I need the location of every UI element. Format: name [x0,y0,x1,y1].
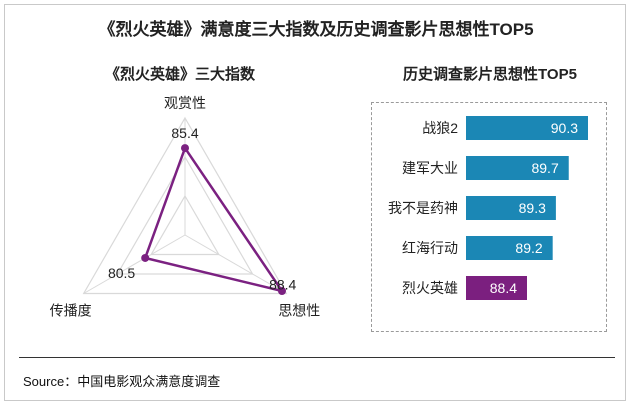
bar-category-label: 战狼2 [422,120,458,136]
source-note: Source：中国电影观众满意度调查 [23,374,221,389]
radar-chart-title: 《烈火英雄》三大指数 [104,66,255,83]
radar-point [277,286,286,295]
chart-frame: 《烈火英雄》满意度三大指数及历史调查影片思想性TOP5 《烈火英雄》三大指数 历… [4,4,626,401]
bar-category-label: 红海行动 [402,240,458,256]
radar-value-label: 85.4 [171,125,198,141]
bar [466,116,588,140]
bar-value-label: 88.4 [490,280,517,296]
main-title: 《烈火英雄》满意度三大指数及历史调查影片思想性TOP5 [98,20,534,39]
radar-axis-label: 观赏性 [164,95,206,111]
bar-value-label: 89.7 [531,160,558,176]
radar-spoke [83,234,186,294]
bar-value-label: 89.3 [519,200,546,216]
radar-grid-ring [82,116,288,295]
radar-value-label: 88.4 [269,277,296,293]
radar-spoke [184,234,287,294]
bar [466,156,569,180]
radar-value-label: 80.5 [108,265,135,281]
bar-chart: 战狼2 90.3 建军大业 89.7 我不是药神 89.3 红海行动 89.2 烈火英雄 88.4 [388,116,588,300]
bar [466,236,553,260]
bar [466,276,527,300]
bar-chart-title: 历史调查影片思想性TOP5 [403,66,577,83]
radar-axis-label: 传播度 [50,303,92,319]
bar-chart-panel: 战狼2 90.3 建军大业 89.7 我不是药神 89.3 红海行动 89.2 烈火英雄 88.4 [371,102,607,332]
radar-grid-ring [150,194,220,256]
bar-value-label: 89.2 [515,240,542,256]
footer-divider [19,357,615,358]
radar-grid-ring [116,155,254,275]
bar [466,196,556,220]
radar-axis-label: 思想性 [278,303,320,319]
bar-category-label: 烈火英雄 [402,280,458,296]
bar-value-label: 90.3 [551,120,578,136]
radar-series-line [143,145,285,293]
bar-category-label: 建军大业 [402,160,458,176]
radar-point [141,253,150,262]
bar-category-label: 我不是药神 [388,200,458,216]
radar-point [181,144,189,153]
